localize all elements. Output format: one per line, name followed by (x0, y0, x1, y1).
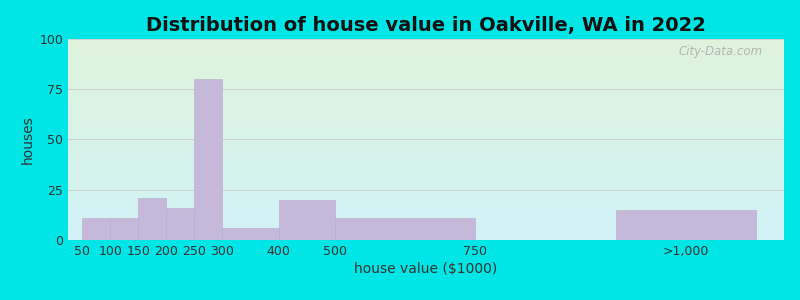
Bar (110, 218, 138, 240)
Bar (334, 218, 475, 240)
Bar (194, 79, 222, 240)
Bar (82, 218, 110, 240)
X-axis label: house value ($1000): house value ($1000) (354, 262, 498, 276)
Bar (222, 228, 278, 240)
Y-axis label: houses: houses (21, 115, 35, 164)
Bar (138, 198, 166, 240)
Bar (615, 210, 756, 240)
Text: City-Data.com: City-Data.com (678, 45, 762, 58)
Title: Distribution of house value in Oakville, WA in 2022: Distribution of house value in Oakville,… (146, 16, 706, 35)
Bar (166, 208, 194, 240)
Bar (278, 200, 334, 240)
